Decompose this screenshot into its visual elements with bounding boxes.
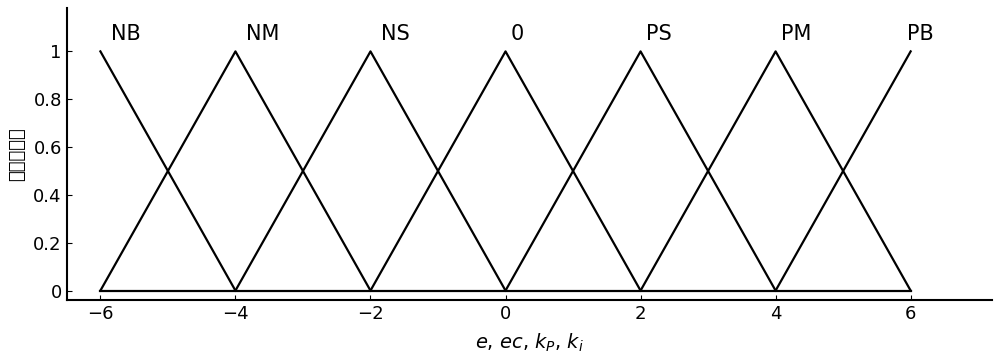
- Text: NB: NB: [111, 24, 140, 44]
- Text: PB: PB: [907, 24, 934, 44]
- Text: PM: PM: [781, 24, 811, 44]
- Text: PS: PS: [646, 24, 672, 44]
- Text: NM: NM: [246, 24, 279, 44]
- X-axis label: $e$, $ec$, $k_P$, $k_i$: $e$, $ec$, $k_P$, $k_i$: [475, 331, 584, 354]
- Text: NS: NS: [381, 24, 409, 44]
- Text: 0: 0: [511, 24, 524, 44]
- Y-axis label: 隶属度函数: 隶属度函数: [8, 127, 26, 181]
